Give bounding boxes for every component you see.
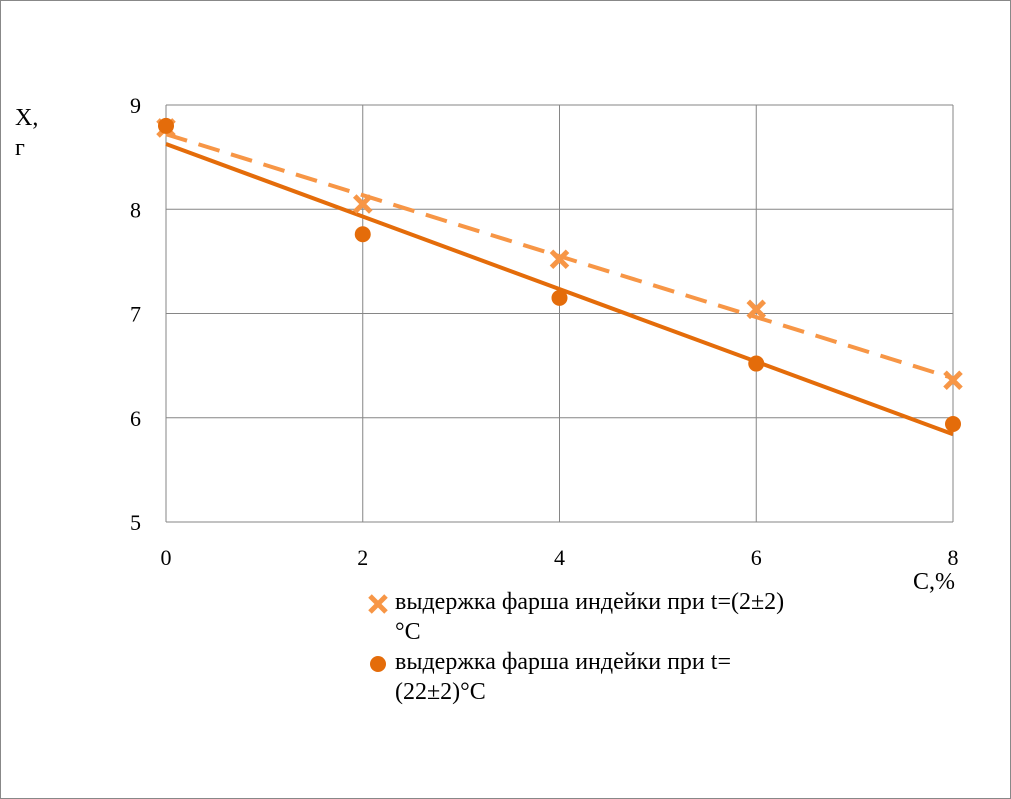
x-axis-label: C,% <box>913 569 955 595</box>
circle-marker <box>158 117 174 134</box>
cross-stroke <box>352 194 373 214</box>
cross-stroke <box>549 249 570 270</box>
legend-item: выдержка фарша индейки при t=(2±2)°C <box>367 587 787 647</box>
cross-marker <box>549 249 570 270</box>
legend: выдержка фарша индейки при t=(2±2)°C выде… <box>367 587 787 707</box>
x-tick-label: 2 <box>357 545 368 570</box>
y-tick-label: 5 <box>130 510 141 535</box>
cross-marker <box>746 299 767 320</box>
cross-marker <box>943 370 963 390</box>
y-tick-label: 9 <box>130 93 141 118</box>
cross-marker <box>352 194 373 214</box>
legend-label: выдержка фарша индейки при t=(2±2)°C <box>395 589 785 645</box>
cross-stroke <box>368 594 388 614</box>
cross-stroke <box>943 370 963 390</box>
circle-marker <box>370 656 386 672</box>
legend-icon <box>370 656 386 672</box>
x-tick-label: 4 <box>554 545 565 570</box>
y-axis-label: X, г <box>15 105 39 161</box>
x-tick-label: 0 <box>161 545 172 570</box>
circle-marker <box>748 355 765 372</box>
legend-label: выдержка фарша индейки при t=(22±2)°C <box>395 649 731 705</box>
cross-stroke <box>746 299 767 320</box>
y-tick-label: 8 <box>130 197 141 222</box>
y-tick-label: 6 <box>130 406 141 431</box>
y-tick-label: 7 <box>130 302 141 327</box>
legend-icon <box>368 594 388 614</box>
legend-item: выдержка фарша индейки при t=(22±2)°C <box>367 647 787 707</box>
circle-marker <box>945 416 961 433</box>
cross-marker <box>368 594 388 614</box>
x-tick-label: 6 <box>751 545 762 570</box>
trend-line <box>165 142 954 437</box>
circle-marker <box>354 226 371 243</box>
circle-marker <box>551 289 568 306</box>
x-tick-label: 8 <box>948 545 959 570</box>
